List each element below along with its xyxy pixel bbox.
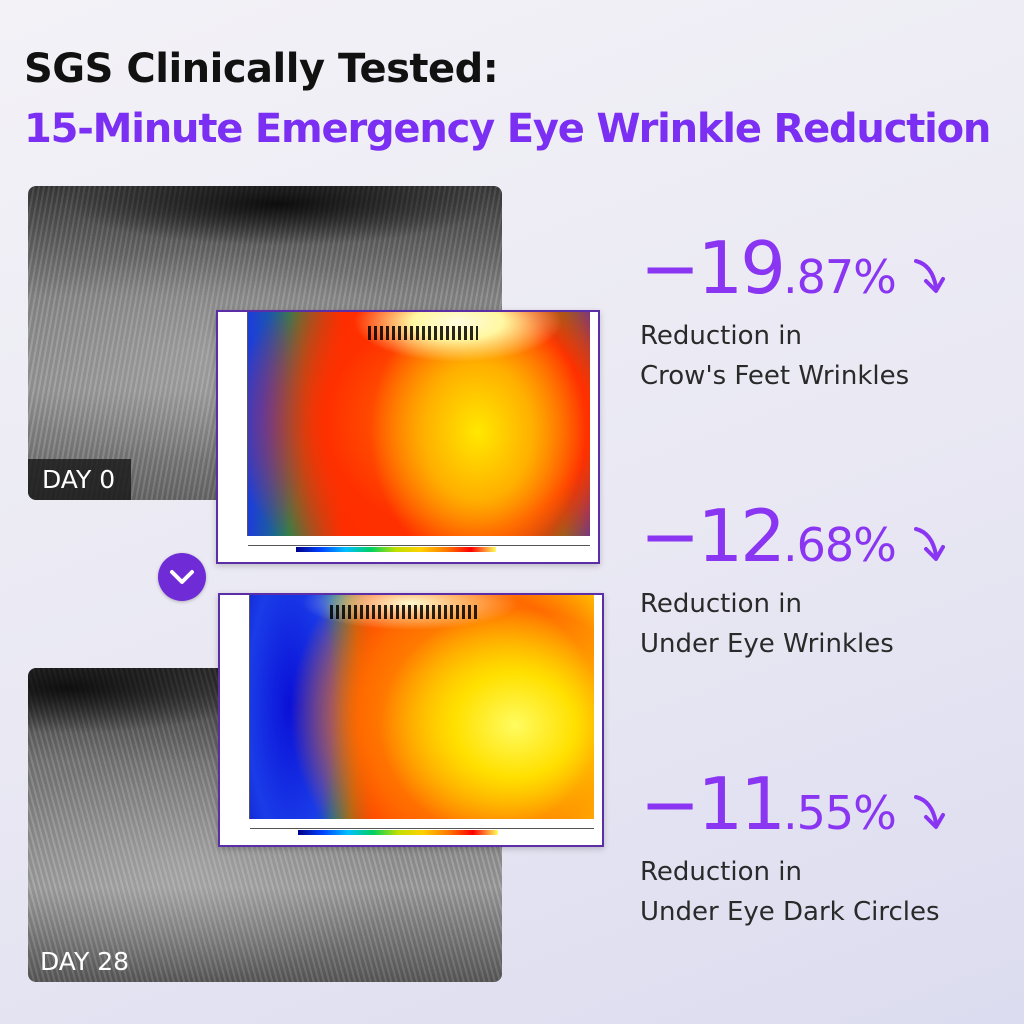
stat-description-line-1: Reduction in xyxy=(640,857,802,887)
stat-description: Reduction in Crow's Feet Wrinkles xyxy=(640,316,946,396)
stat-description-line-2: Under Eye Wrinkles xyxy=(640,629,894,659)
wrinkle-heatmap-before xyxy=(216,310,600,564)
wrinkle-heatmap-after xyxy=(218,593,604,847)
arrow-down-icon xyxy=(913,795,945,829)
headline-tested: SGS Clinically Tested: xyxy=(24,46,499,92)
heatmap-x-axis xyxy=(250,828,594,829)
heatmap-plot-after xyxy=(250,595,594,819)
stat-value: −12.68% xyxy=(640,494,946,578)
wrinkle-marks xyxy=(368,326,478,340)
heatmap-y-axis xyxy=(247,312,248,536)
stat-description-line-2: Crow's Feet Wrinkles xyxy=(640,361,910,391)
stat-description-line-2: Under Eye Dark Circles xyxy=(640,897,940,927)
chevron-down-icon xyxy=(170,570,194,584)
stat-description-line-1: Reduction in xyxy=(640,589,802,619)
heatmap-y-axis xyxy=(249,595,250,819)
arrow-down-icon xyxy=(913,527,945,561)
stat-value-decimal: .68% xyxy=(782,518,897,572)
stat-value-integer: −19 xyxy=(640,226,786,310)
stat-description: Reduction in Under Eye Dark Circles xyxy=(640,852,946,932)
heatmap-x-axis xyxy=(248,545,590,546)
heatmap-colorbar xyxy=(298,830,498,835)
arrow-down-icon xyxy=(913,259,945,293)
stat-value: −11.55% xyxy=(640,762,946,846)
day-28-label: DAY 28 xyxy=(40,947,130,976)
stat-under-eye-wrinkles: −12.68% Reduction in Under Eye Wrinkles xyxy=(640,494,946,664)
stat-value-decimal: .87% xyxy=(782,250,897,304)
day-0-label: DAY 0 xyxy=(28,459,132,500)
stat-crows-feet: −19.87% Reduction in Crow's Feet Wrinkle… xyxy=(640,226,946,396)
heatmap-colorbar xyxy=(296,547,496,552)
stat-description-line-1: Reduction in xyxy=(640,321,802,351)
stat-value-integer: −11 xyxy=(640,762,786,846)
wrinkle-marks xyxy=(330,605,480,619)
stat-value-integer: −12 xyxy=(640,494,786,578)
stat-value-decimal: .55% xyxy=(782,786,897,840)
stat-description: Reduction in Under Eye Wrinkles xyxy=(640,584,946,664)
heatmap-plot-before xyxy=(248,312,590,536)
chevron-down-badge xyxy=(158,553,206,601)
headline-claim: 15-Minute Emergency Eye Wrinkle Reductio… xyxy=(24,106,991,152)
stat-value: −19.87% xyxy=(640,226,946,310)
stat-dark-circles: −11.55% Reduction in Under Eye Dark Circ… xyxy=(640,762,946,932)
